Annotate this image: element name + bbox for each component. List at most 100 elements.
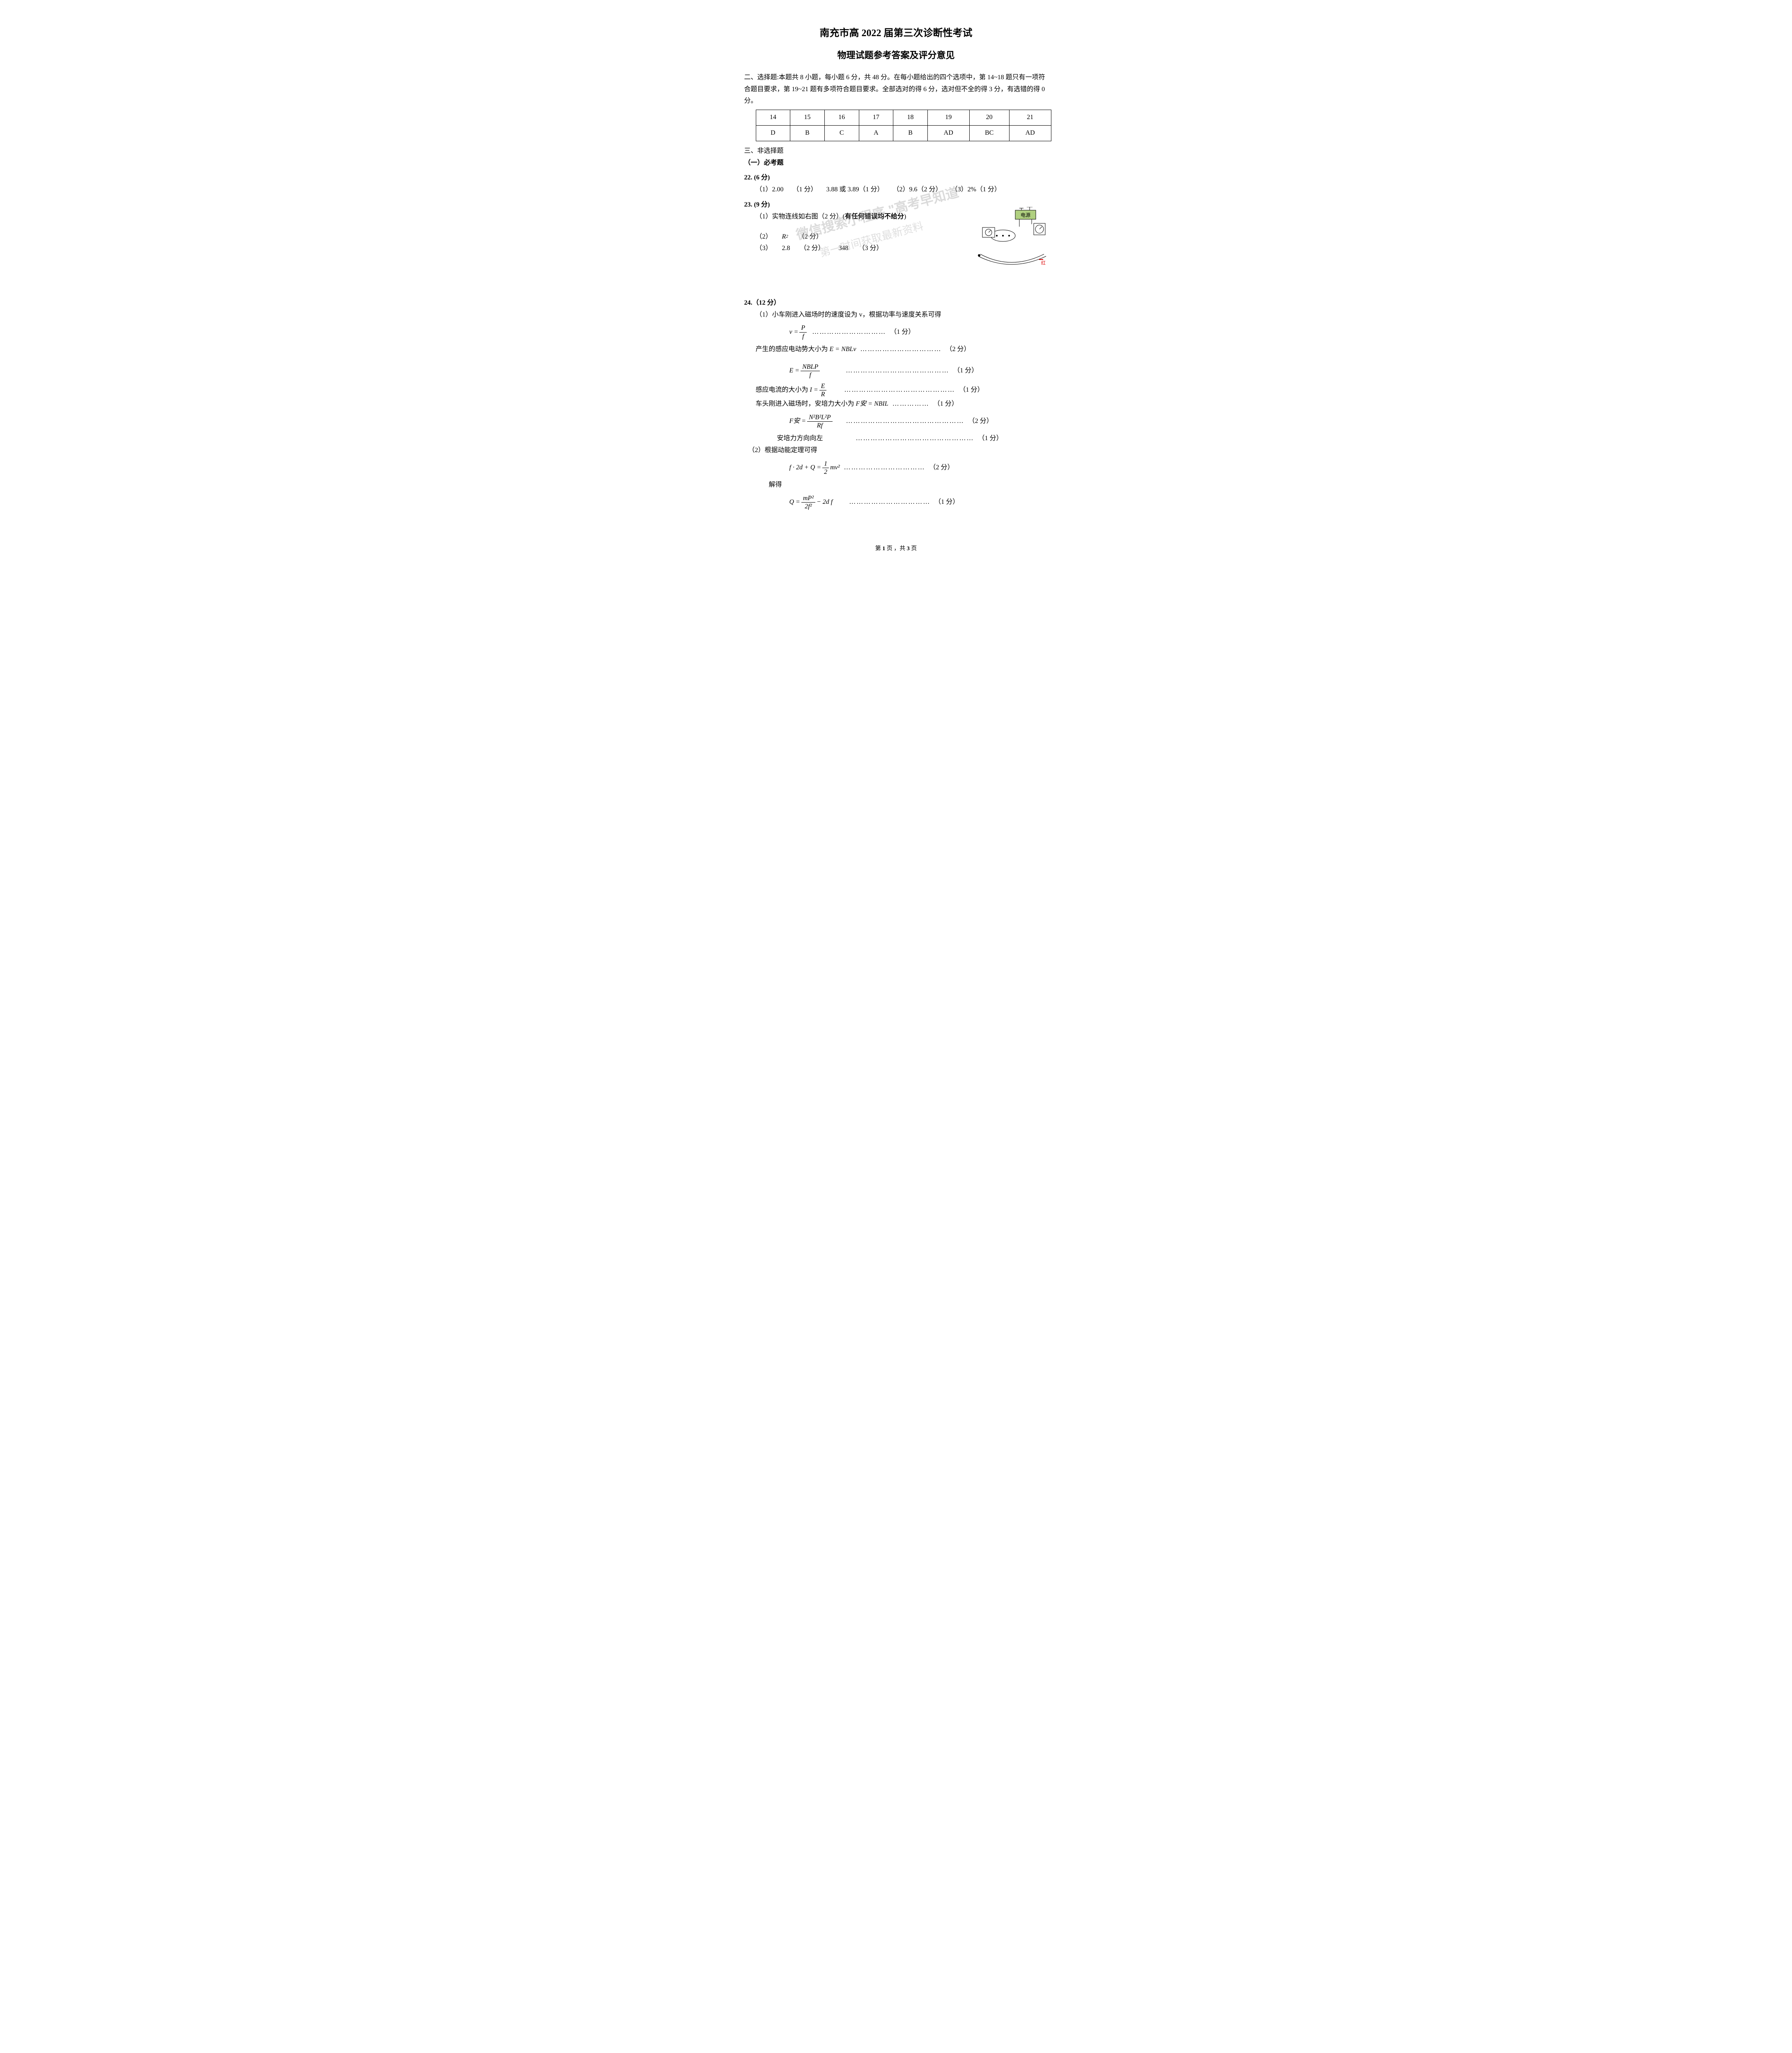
dots: …………… bbox=[893, 398, 929, 410]
eq3-lhs: E = bbox=[789, 365, 800, 377]
eq1-lhs: v = bbox=[789, 326, 798, 338]
dots: …………………………………… bbox=[846, 365, 949, 377]
q23-2-score: （2 分） bbox=[798, 233, 823, 240]
q23-3a-score: （2 分） bbox=[800, 245, 825, 252]
ans-15: B bbox=[790, 125, 825, 141]
dots: …………………………… bbox=[860, 344, 942, 356]
eq8-b: mv² bbox=[830, 462, 840, 474]
eq-v: v = Pf ………………………… （1 分） bbox=[789, 324, 1048, 340]
q24-p1: （1）小车刚进入磁场时的速度设为 v，根据功率与速度关系可得 bbox=[756, 309, 1048, 321]
ans-14: D bbox=[756, 125, 790, 141]
q24-p9: 解得 bbox=[769, 479, 1048, 491]
ans-21: AD bbox=[1009, 125, 1051, 141]
ans-17: A bbox=[859, 125, 893, 141]
q24-p4: 感应电流的大小为 bbox=[756, 384, 808, 396]
q23-3-label: （3） bbox=[756, 245, 772, 252]
eq6-num: N²B²L²P bbox=[807, 413, 833, 422]
q22-1b: 3.88 或 3.89（1 分） bbox=[826, 186, 884, 193]
eq5-score: （1 分） bbox=[934, 398, 958, 410]
th-18: 18 bbox=[893, 110, 928, 126]
eq9-lhs: Q = bbox=[789, 496, 800, 508]
eq4-score: （1 分） bbox=[959, 384, 984, 396]
section3-sub: （一）必考题 bbox=[744, 157, 1048, 169]
q24-p7-row: 安培力方向向左 ………………………………………… （1 分） bbox=[744, 433, 1048, 445]
eq9-den: 2f² bbox=[803, 503, 813, 510]
svg-text:红: 红 bbox=[1041, 260, 1046, 266]
q23-l1c: ) bbox=[904, 213, 906, 220]
eq1-num: P bbox=[799, 324, 807, 332]
eq9-score: （1 分） bbox=[934, 496, 959, 508]
eq1-den: f bbox=[801, 333, 805, 340]
eq3-den: f bbox=[808, 371, 812, 379]
table-row: D B C A B AD BC AD bbox=[756, 125, 1051, 141]
th-21: 21 bbox=[1009, 110, 1051, 126]
q23-3b: 348 bbox=[839, 245, 849, 252]
footer-a: 第 bbox=[875, 546, 883, 552]
q23-3a: 2.8 bbox=[782, 245, 790, 252]
eq8-den: 2 bbox=[822, 468, 829, 476]
q23-2-sub: 2 bbox=[786, 233, 788, 241]
eq1-score: （1 分） bbox=[890, 326, 915, 338]
th-19: 19 bbox=[927, 110, 969, 126]
dots: ………………………… bbox=[812, 326, 886, 338]
footer-total: 3 bbox=[907, 546, 910, 552]
eq4-den: R bbox=[819, 390, 827, 398]
eq6-den: Rf bbox=[815, 422, 824, 429]
eq4-lhs: I = bbox=[810, 384, 818, 396]
q23-3b-score: （3 分） bbox=[858, 245, 883, 252]
q24-p4-row: 感应电流的大小为 I = ER ……………………………………… （1 分） bbox=[744, 382, 1048, 398]
q22-heading: 22. (6 分) bbox=[744, 172, 1048, 184]
footer-e: 页 bbox=[910, 546, 917, 552]
q23-l1b: 有任何错误均不给分 bbox=[845, 213, 904, 220]
q24-heading: 24.（12 分） bbox=[744, 297, 1048, 309]
eq-F: F安 = N²B²L²PRf ………………………………………… （2 分） bbox=[789, 413, 1048, 429]
q22-answers: （1）2.00 （1 分） 3.88 或 3.89（1 分） （2）9.6（2 … bbox=[756, 184, 1048, 196]
eq-E: E = NBLPf …………………………………… （1 分） bbox=[789, 363, 1048, 379]
th-14: 14 bbox=[756, 110, 790, 126]
eq8-score: （2 分） bbox=[929, 462, 954, 474]
th-15: 15 bbox=[790, 110, 825, 126]
q22-2: （2）9.6（2 分） bbox=[893, 186, 942, 193]
footer-c: 页 ，共 bbox=[885, 546, 907, 552]
eq3-num: NBLP bbox=[801, 363, 820, 371]
eq-energy: f · 2d + Q = 12 mv² …………………………… （2 分） bbox=[789, 460, 1048, 476]
answer-table: 14 15 16 17 18 19 20 21 D B C A B AD BC … bbox=[756, 110, 1051, 141]
section2-intro: 二、选择题:本题共 8 小题，每小题 6 分，共 48 分。在每小题给出的四个选… bbox=[744, 72, 1048, 107]
th-20: 20 bbox=[969, 110, 1009, 126]
th-17: 17 bbox=[859, 110, 893, 126]
eq4-num: E bbox=[819, 382, 827, 390]
title-main: 南充市高 2022 届第三次诊断性考试 bbox=[744, 25, 1048, 42]
eq2: E = NBLv bbox=[830, 344, 856, 356]
dots: …………………………… bbox=[844, 462, 925, 474]
eq8-a: f · 2d + Q = bbox=[789, 462, 821, 474]
th-16: 16 bbox=[824, 110, 859, 126]
eq9-b: − 2d f bbox=[817, 496, 833, 508]
dots: ………………………………………… bbox=[846, 416, 964, 427]
q23-l1a: （1）实物连线如右图（2 分）( bbox=[756, 213, 845, 220]
q24-p8: （2）根据动能定理可得 bbox=[748, 445, 1048, 457]
section3-heading: 三、非选择题 bbox=[744, 145, 1048, 157]
q23-2-label: （2） bbox=[756, 233, 772, 240]
circuit-label: 电源 bbox=[1020, 212, 1030, 218]
ans-20: BC bbox=[969, 125, 1009, 141]
ans-16: C bbox=[824, 125, 859, 141]
circuit-diagram: 电源 红 bbox=[974, 207, 1048, 269]
q22-1a: （1）2.00 bbox=[756, 186, 784, 193]
q22-1s: （1 分） bbox=[793, 186, 817, 193]
page-footer: 第 1 页 ，共 3 页 bbox=[744, 544, 1048, 554]
eq2-score: （2 分） bbox=[946, 344, 971, 356]
eq5: F安 = NBIL bbox=[856, 398, 888, 410]
ans-19: AD bbox=[927, 125, 969, 141]
q23-2-var: R bbox=[782, 231, 786, 243]
q24-p2-row: 产生的感应电动势大小为 E = NBLv …………………………… （2 分） bbox=[744, 344, 1048, 356]
eq3-score: （1 分） bbox=[953, 365, 978, 377]
q22-3: （3）2%（1 分） bbox=[951, 186, 1001, 193]
table-row: 14 15 16 17 18 19 20 21 bbox=[756, 110, 1051, 126]
q24-p7: 安培力方向向左 bbox=[777, 433, 823, 445]
title-sub: 物理试题参考答案及评分意见 bbox=[744, 47, 1048, 64]
eq-Q: Q = mP²2f² − 2d f …………………………… （1 分） bbox=[789, 494, 1048, 510]
dots: ……………………………………… bbox=[844, 384, 955, 396]
q24-p5: 车头刚进入磁场时，安培力大小为 bbox=[756, 398, 854, 410]
eq6-score: （2 分） bbox=[968, 416, 993, 427]
dots: ………………………………………… bbox=[856, 433, 974, 445]
